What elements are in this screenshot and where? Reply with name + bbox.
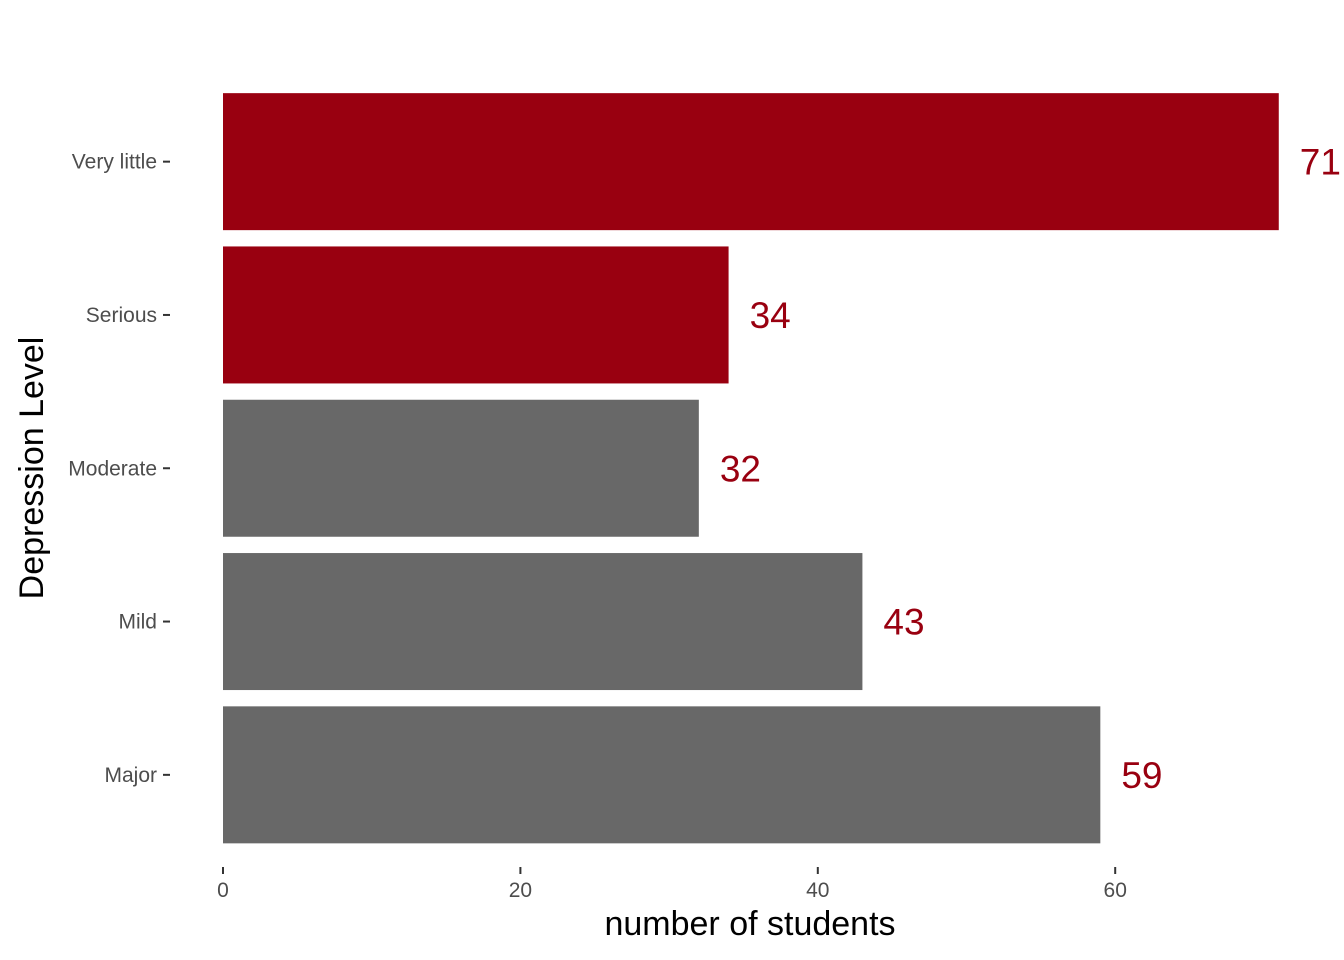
bar-mild [223,553,863,691]
y-axis-title: Depression Level [13,337,51,600]
value-label-mild: 43 [883,602,924,643]
bar-serious [223,246,729,384]
y-tick-label-serious: Serious [86,304,157,327]
x-axis: 0 20 40 60 [217,867,1127,902]
bars-group [223,93,1279,844]
bar-moderate [223,399,699,537]
x-axis-title: number of students [604,905,895,943]
x-tick-label-20: 20 [509,879,532,902]
x-tick-label-60: 60 [1104,879,1127,902]
value-label-moderate: 32 [720,448,761,489]
bar-major [223,706,1101,844]
y-tick-label-very-little: Very little [72,151,157,174]
y-tick-label-major: Major [104,764,157,787]
value-labels-group: 71 34 32 43 59 [720,142,1341,796]
y-axis: Very little Serious Moderate Mild Major [68,151,170,787]
bar-very-little [223,93,1279,231]
value-label-very-little: 71 [1300,142,1341,183]
y-tick-label-mild: Mild [118,611,157,634]
value-label-major: 59 [1121,755,1162,796]
y-tick-label-moderate: Moderate [68,457,157,480]
value-label-serious: 34 [750,295,791,336]
x-tick-label-0: 0 [217,879,229,902]
x-tick-label-40: 40 [806,879,829,902]
